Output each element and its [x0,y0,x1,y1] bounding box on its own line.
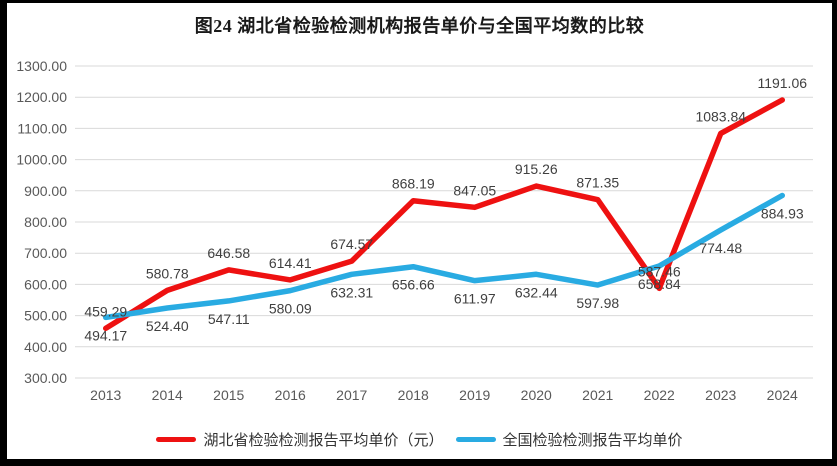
national-data-label: 632.31 [330,284,373,300]
y-tick-label: 1000.00 [16,152,67,168]
chart-title: 图24 湖北省检验检测机构报告单价与全国平均数的比较 [194,16,645,36]
national-data-label: 611.97 [454,291,496,307]
y-tick-label: 300.00 [24,370,67,386]
x-tick-label: 2013 [90,387,121,403]
hubei-data-label: 1191.06 [757,75,807,91]
legend-item-hubei: 湖北省检验检测报告平均单价（元） [156,429,444,450]
y-tick-label: 700.00 [24,245,67,261]
national-data-label: 658.84 [638,276,681,292]
chart-legend: 湖北省检验检测报告平均单价（元） 全国检验检测报告平均单价 [7,429,832,450]
national-series-line [103,192,785,321]
hubei-data-label: 674.57 [330,236,373,252]
line-chart-plot-area: 1300.00 1200.00 1100.00 1000.00 900.00 800.00… [16,58,813,403]
y-tick-label: 600.00 [24,276,67,292]
x-tick-label: 2023 [705,387,736,403]
hubei-data-label: 868.19 [392,176,435,192]
x-tick-label: 2024 [767,387,798,403]
x-tick-label: 2019 [459,387,490,403]
legend-label-national: 全国检验检测报告平均单价 [502,433,683,449]
y-tick-label: 500.00 [24,308,67,324]
national-data-label: 580.09 [269,301,312,317]
y-tick-label: 1300.00 [16,58,67,74]
national-series-swatch-icon [455,437,496,442]
x-tick-label: 2022 [644,387,675,403]
y-tick-label: 800.00 [24,214,67,230]
x-tick-label: 2020 [521,387,552,403]
national-data-label: 547.11 [208,311,250,327]
hubei-data-label: 587.46 [638,263,681,279]
national-data-label: 632.44 [515,284,558,300]
legend-item-national: 全国检验检测报告平均单价 [455,429,683,450]
hubei-data-label: 915.26 [515,161,558,177]
x-tick-label: 2014 [152,387,183,403]
national-data-label: 597.98 [576,295,619,311]
x-tick-label: 2016 [275,387,306,403]
hubei-data-label: 871.35 [576,175,619,191]
hubei-data-label: 646.58 [207,245,250,261]
national-data-label: 656.66 [392,277,435,293]
y-tick-label: 1100.00 [17,120,67,136]
hubei-series-swatch-icon [156,437,197,442]
y-tick-label: 1200.00 [16,89,67,105]
x-tick-label: 2018 [398,387,429,403]
x-tick-label: 2017 [336,387,367,403]
y-tick-label: 400.00 [24,339,67,355]
hubei-series-line [103,97,785,332]
hubei-data-label: 614.41 [269,255,312,271]
hubei-data-label: 1083.84 [695,108,746,124]
national-data-label: 494.17 [84,327,127,343]
chart-canvas: 图24 湖北省检验检测机构报告单价与全国平均数的比较 1300.00 1200.0… [7,3,832,459]
national-data-label: 524.40 [146,318,189,334]
hubei-data-label: 459.29 [84,303,127,319]
x-tick-label: 2015 [213,387,244,403]
national-data-label: 774.48 [699,240,742,256]
hubei-data-label: 847.05 [453,182,496,198]
legend-label-hubei: 湖北省检验检测报告平均单价（元） [203,433,444,449]
x-tick-label: 2021 [582,387,613,403]
hubei-data-label: 580.78 [146,265,189,281]
national-data-label: 884.93 [761,206,804,222]
y-tick-label: 900.00 [24,183,67,199]
